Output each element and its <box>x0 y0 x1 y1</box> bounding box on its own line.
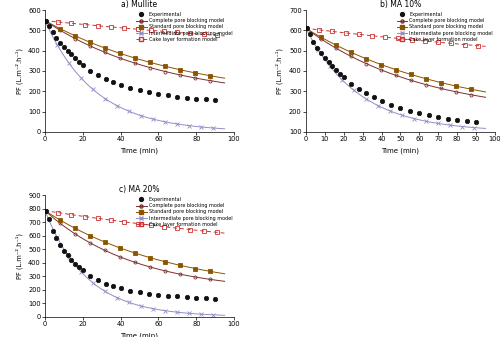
Y-axis label: PF (L.m⁻².h⁻¹): PF (L.m⁻².h⁻¹) <box>15 48 22 94</box>
Title: a) Mullite: a) Mullite <box>122 0 158 9</box>
Legend: Experimental, Complete pore blocking model, Standard pore blocking model, Interm: Experimental, Complete pore blocking mod… <box>396 11 494 42</box>
X-axis label: Time (min): Time (min) <box>382 148 420 154</box>
Legend: Experimental, Complete pore blocking model, Standard pore blocking model, Interm: Experimental, Complete pore blocking mod… <box>136 11 232 42</box>
X-axis label: Time (min): Time (min) <box>120 148 158 154</box>
Y-axis label: PF (L.m⁻².h⁻¹): PF (L.m⁻².h⁻¹) <box>15 233 22 279</box>
Legend: Experimental, Complete pore blocking model, Standard pore blocking model, Interm: Experimental, Complete pore blocking mod… <box>136 196 232 227</box>
Title: c) MA 20%: c) MA 20% <box>120 185 160 194</box>
Title: b) MA 10%: b) MA 10% <box>380 0 421 9</box>
Y-axis label: PF (L.m⁻².h⁻¹): PF (L.m⁻².h⁻¹) <box>276 48 283 94</box>
X-axis label: Time (min): Time (min) <box>120 333 158 337</box>
